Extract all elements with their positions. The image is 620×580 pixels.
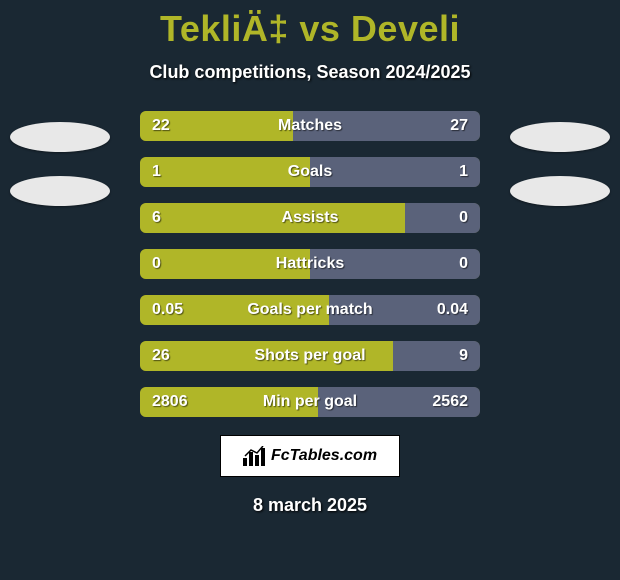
stat-label: Min per goal bbox=[263, 387, 357, 417]
stat-value-left: 1 bbox=[152, 157, 161, 187]
stat-bar-right bbox=[405, 203, 480, 233]
stat-bar-left bbox=[140, 157, 310, 187]
stat-bar-right bbox=[310, 157, 480, 187]
stat-label: Shots per goal bbox=[254, 341, 365, 371]
bar-chart-icon bbox=[243, 446, 265, 466]
stat-row: 0 0 Hattricks bbox=[140, 249, 480, 279]
stat-value-left: 0 bbox=[152, 249, 161, 279]
stat-value-left: 6 bbox=[152, 203, 161, 233]
team-badge-left bbox=[10, 122, 110, 152]
stat-value-right: 1 bbox=[459, 157, 468, 187]
stat-label: Goals bbox=[288, 157, 332, 187]
stat-row: 26 9 Shots per goal bbox=[140, 341, 480, 371]
stat-value-right: 0.04 bbox=[437, 295, 468, 325]
team-badge-right bbox=[510, 122, 610, 152]
stat-value-left: 26 bbox=[152, 341, 170, 371]
stat-label: Hattricks bbox=[276, 249, 344, 279]
stat-bar-left bbox=[140, 203, 405, 233]
stat-value-right: 27 bbox=[450, 111, 468, 141]
stat-label: Matches bbox=[278, 111, 342, 141]
subtitle: Club competitions, Season 2024/2025 bbox=[0, 62, 620, 83]
stat-row: 1 1 Goals bbox=[140, 157, 480, 187]
page-title: TekliÄ‡ vs Develi bbox=[0, 0, 620, 50]
stat-label: Goals per match bbox=[247, 295, 372, 325]
stat-row: 0.05 0.04 Goals per match bbox=[140, 295, 480, 325]
team-badge-left bbox=[10, 176, 110, 206]
stat-value-left: 2806 bbox=[152, 387, 188, 417]
stat-value-left: 22 bbox=[152, 111, 170, 141]
stat-value-right: 0 bbox=[459, 249, 468, 279]
stat-value-right: 0 bbox=[459, 203, 468, 233]
stat-row: 6 0 Assists bbox=[140, 203, 480, 233]
stat-label: Assists bbox=[282, 203, 339, 233]
stat-value-right: 9 bbox=[459, 341, 468, 371]
stat-value-right: 2562 bbox=[432, 387, 468, 417]
stat-row: 2806 2562 Min per goal bbox=[140, 387, 480, 417]
stat-value-left: 0.05 bbox=[152, 295, 183, 325]
site-logo-text: FcTables.com bbox=[271, 447, 377, 465]
comparison-chart: 22 27 Matches 1 1 Goals 6 0 Assists 0 0 Hattricks 0.… bbox=[0, 111, 620, 417]
team-badge-right bbox=[510, 176, 610, 206]
stat-row: 22 27 Matches bbox=[140, 111, 480, 141]
date-label: 8 march 2025 bbox=[0, 495, 620, 516]
site-logo: FcTables.com bbox=[220, 435, 400, 477]
